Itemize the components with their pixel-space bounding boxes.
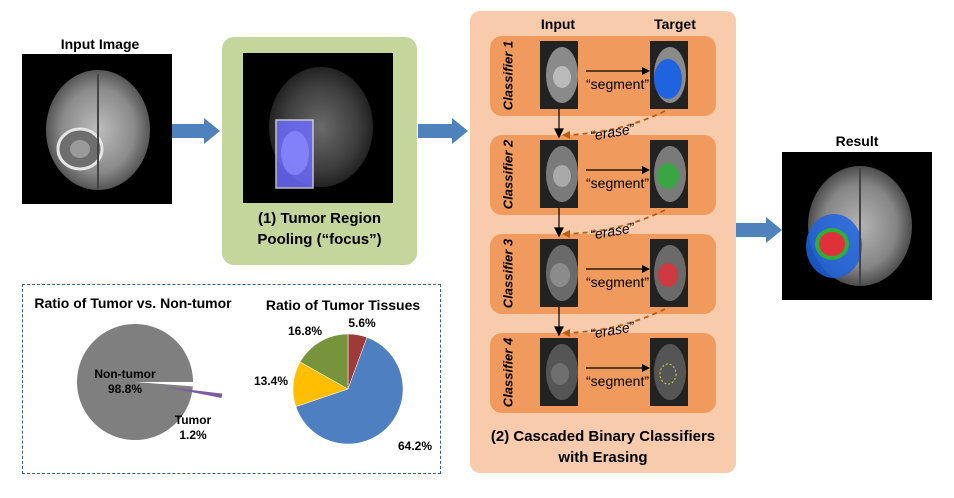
pie1-value-tumor: 1.2% [179,428,207,442]
column-target-label: Target [654,16,696,32]
pie1-slice-non-tumor [77,323,193,440]
pie2-slice-4 [299,333,349,390]
stage-3-input-scan [540,239,578,307]
classifier-stage-3: Classifier 3 “segment” [490,234,716,314]
pie1-label-non-tumor: Non-tumor [94,367,156,381]
stage-4-target-scan [650,338,688,406]
pie2-value-2: 64.2% [398,439,432,453]
classifier-stage-1: Classifier 1 “segment” [490,36,716,116]
pie2-title: Ratio of Tumor Tissues [265,297,421,313]
focus-brain-scan [243,53,393,203]
input-image-label: Input Image [60,36,140,52]
ratio-charts-box: Ratio of Tumor vs. Non-tumor Ratio of Tu… [22,284,441,474]
cascaded-classifiers-panel: Input Target Classifier 1 “segment” Clas… [470,11,736,473]
pie2-value-4: 16.8% [288,324,322,338]
stage-4-input-scan [540,338,578,406]
pie2-value-1: 5.6% [348,316,376,330]
focus-title-line1: (1) Tumor Region [257,210,382,227]
input-brain-scan [22,54,172,204]
stage-1-arrow [586,67,650,75]
focus-title-line2: Pooling (“focus”) [257,231,382,248]
stage-1-segment-label: “segment” [586,76,650,92]
stage-2-target-scan [650,140,688,208]
stage-3-arrow [586,265,650,273]
pie1-slice-tumor [164,386,223,398]
stage-4-segment-label: “segment” [586,373,650,389]
classifier-stage-2: Classifier 2 “segment” [490,135,716,215]
stage-4-arrow [586,364,650,372]
column-input-label: Input [540,16,576,32]
pie1-title: Ratio of Tumor vs. Non-tumor [34,295,232,311]
classifier-stage-4: Classifier 4 “segment” [490,333,716,413]
pie2-value-3: 13.4% [254,374,288,388]
arrow-to-focus [172,118,220,144]
arrow-to-result [736,217,782,243]
result-label: Result [835,133,879,149]
stage-2-arrow [586,166,650,174]
stage-1-input-scan [540,41,578,109]
arrow-to-cascade [418,118,468,144]
stage-3-segment-label: “segment” [586,274,650,290]
stage-3-target-scan [650,239,688,307]
result-brain-scan [782,152,932,300]
stage-2-input-scan [540,140,578,208]
tumor-region-pooling-panel: (1) Tumor Region Pooling (“focus”) [222,37,417,265]
cascade-title-line1: (2) Cascaded Binary Classifiers [490,428,716,445]
pie1-label-tumor: Tumor [175,413,212,427]
cascade-flow-arrows [554,109,666,337]
pie2-slice-2 [295,337,404,445]
pie1-value-non-tumor: 98.8% [108,382,142,396]
stage-2-segment-label: “segment” [586,175,650,191]
cascade-title-line2: with Erasing [558,449,648,466]
stage-1-target-scan [650,41,688,109]
